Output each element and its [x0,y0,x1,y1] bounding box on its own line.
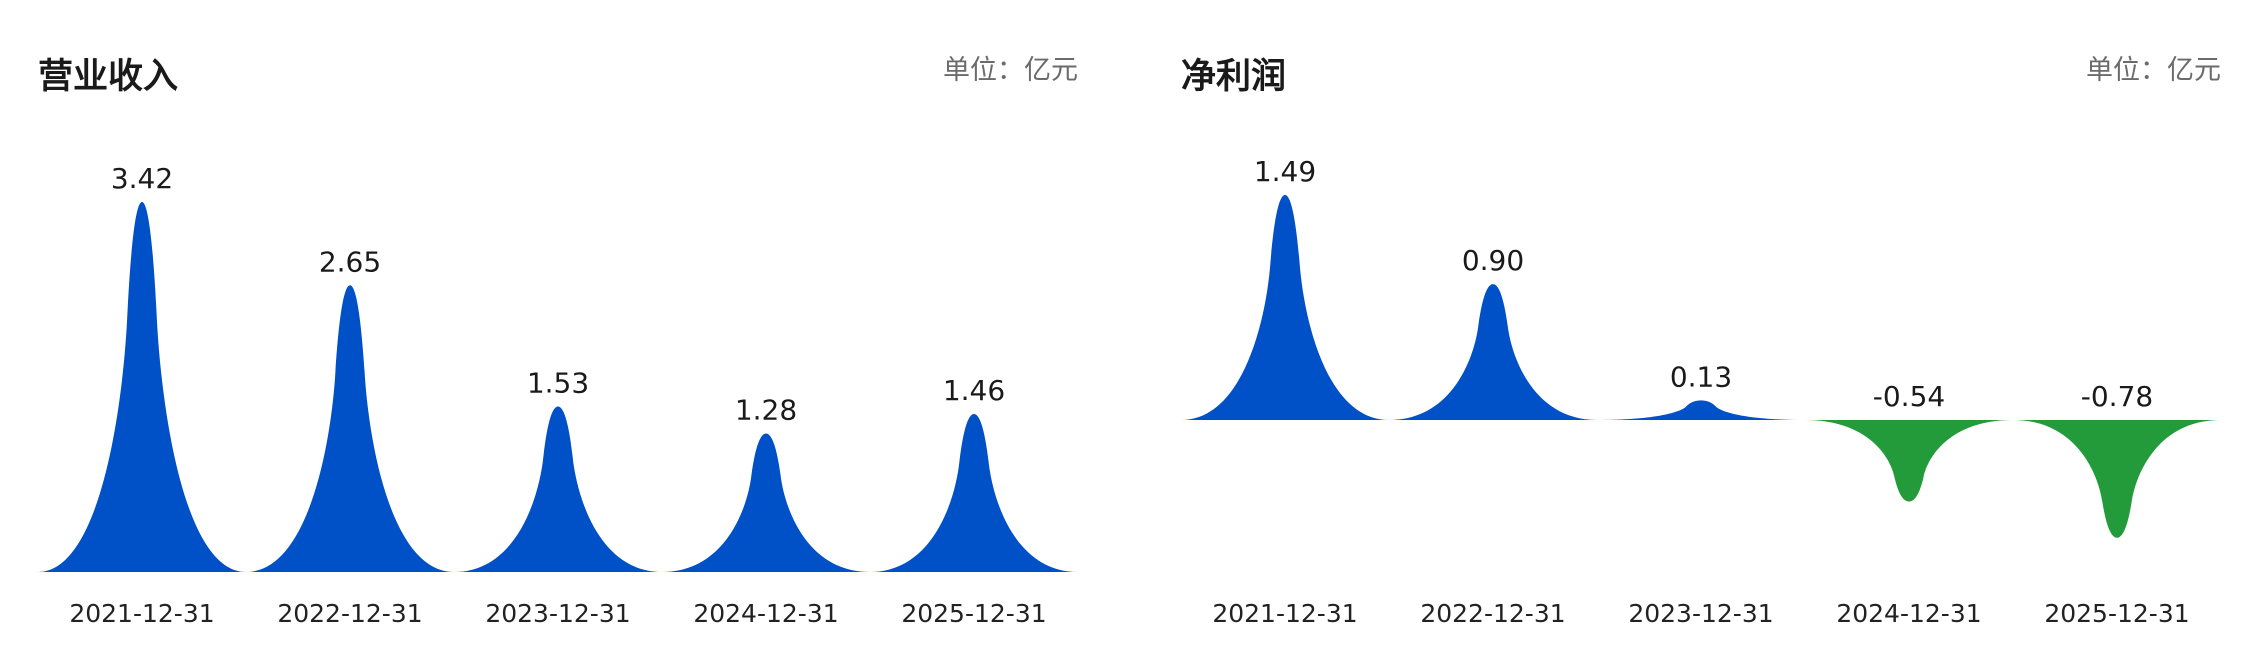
peak-mark [1181,195,1389,420]
net-profit-chart-panel: 净利润 单位：亿元 1.49 2021-12-31 0.90 2022-12-31 0.… [1143,0,2252,662]
data-label: 2.65 [319,245,381,278]
x-tick-label: 2025-12-31 [2044,599,2189,628]
x-tick-label: 2025-12-31 [901,599,1046,628]
peak-mark [662,433,870,572]
unit-label: 单位：亿元 [943,55,1078,86]
data-label: 1.28 [735,394,797,427]
x-tick-label: 2021-12-31 [1212,599,1357,628]
peak-mark [1597,400,1805,420]
peak-mark [1805,420,2013,502]
chart-title: 营业收入 [38,57,179,97]
data-label: 1.49 [1254,155,1316,188]
peak-mark [246,285,454,572]
chart-title: 净利润 [1181,57,1287,97]
data-label: 0.90 [1462,244,1524,277]
data-label: 0.13 [1670,360,1732,393]
peak-mark [38,202,246,572]
x-tick-label: 2022-12-31 [1420,599,1565,628]
data-label: 1.53 [527,366,589,399]
data-label: 1.46 [943,374,1005,407]
x-tick-label: 2022-12-31 [277,599,422,628]
peak-mark [2013,420,2221,538]
x-tick-label: 2023-12-31 [1628,599,1773,628]
peak-mark [870,414,1078,572]
data-label: -0.78 [2081,380,2153,413]
net-profit-chart-plot: 1.49 2021-12-31 0.90 2022-12-31 0.13 2023-12-… [1181,155,2221,628]
revenue-chart-plot: 3.42 2021-12-31 2.65 2022-12-31 1.53 2023-12-… [38,162,1078,628]
x-tick-label: 2021-12-31 [69,599,214,628]
revenue-chart-panel: 营业收入 单位：亿元 3.42 2021-12-31 2.65 2022-12-31 1… [0,0,1116,662]
x-tick-label: 2023-12-31 [485,599,630,628]
x-tick-label: 2024-12-31 [1836,599,1981,628]
peak-mark [1389,284,1597,420]
data-label: 3.42 [111,162,173,195]
unit-label: 单位：亿元 [2086,55,2221,86]
x-tick-label: 2024-12-31 [693,599,838,628]
peak-mark [454,406,662,572]
data-label: -0.54 [1873,380,1945,413]
